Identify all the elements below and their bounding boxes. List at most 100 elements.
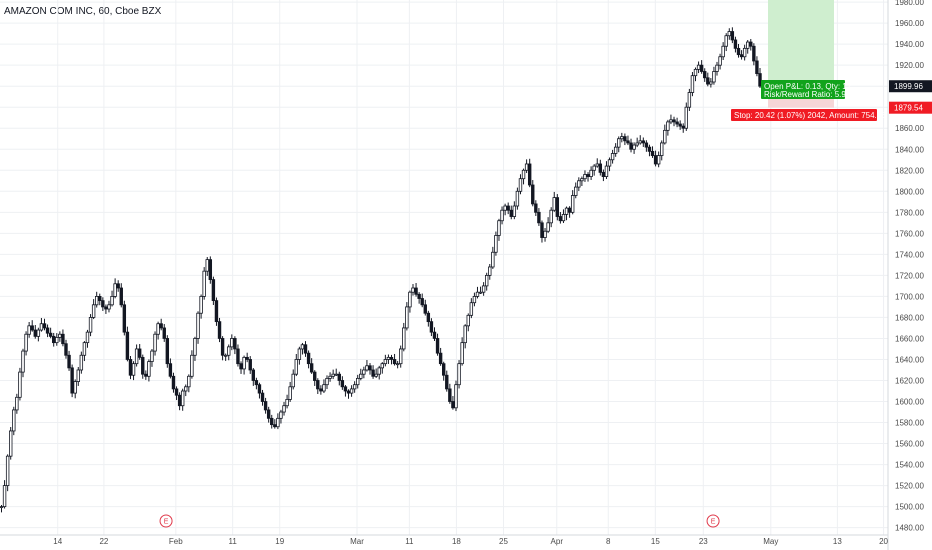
- candle-body: [589, 169, 593, 177]
- candle-body: [199, 296, 203, 314]
- candle-body: [601, 171, 606, 177]
- candle-body: [371, 369, 375, 377]
- candle-body: [134, 348, 139, 365]
- candle-body: [629, 142, 633, 150]
- y-tick-label: 1820.00: [895, 166, 924, 175]
- candle-body: [150, 350, 154, 362]
- target-zone[interactable]: [768, 0, 834, 87]
- candle-body: [230, 338, 234, 348]
- candle-body: [380, 363, 384, 369]
- y-tick-label: 1580.00: [895, 419, 924, 428]
- candle-body: [623, 136, 627, 142]
- stop-badge[interactable]: [731, 109, 877, 121]
- candle-body: [76, 369, 80, 382]
- candle-body: [724, 35, 728, 47]
- candle-body: [414, 287, 418, 295]
- candle-body: [736, 47, 741, 56]
- candle-body: [227, 346, 231, 356]
- candle-body: [119, 287, 123, 306]
- pnl-badge[interactable]: [761, 80, 845, 99]
- candle-body: [273, 424, 277, 428]
- candle-body: [116, 283, 120, 289]
- candle-body: [294, 359, 299, 375]
- candle-body: [279, 411, 283, 419]
- y-tick-label: 1640.00: [895, 355, 924, 364]
- candle-body: [18, 371, 22, 398]
- candle-body: [742, 47, 747, 58]
- x-tick-label: Apr: [551, 537, 564, 546]
- candle-body: [91, 304, 96, 318]
- candle-body: [205, 259, 209, 272]
- candle-body: [248, 359, 252, 371]
- candle-body: [527, 163, 532, 186]
- candle-body: [653, 155, 658, 165]
- earnings-marker[interactable]: E: [159, 514, 173, 528]
- chart-title: AMAZON COM INC, 60, Cboe BZX: [4, 6, 162, 17]
- candle-body: [359, 373, 363, 379]
- candle-body: [546, 222, 550, 232]
- candle-body: [730, 31, 735, 41]
- candle-body: [521, 169, 526, 180]
- time-axis[interactable]: 14 22 Feb 11 19 Mar 11 18 25 Apr 8 15 23 May 13 20: [0, 534, 889, 546]
- y-tick-label: 1980.00: [895, 0, 924, 7]
- candle-body: [214, 300, 219, 323]
- y-tick-label: 1560.00: [895, 440, 924, 449]
- candle-body: [352, 384, 357, 390]
- candle-body: [706, 77, 710, 85]
- candle-body: [82, 342, 87, 356]
- candle-body: [285, 399, 289, 407]
- candle-body: [202, 270, 206, 297]
- candle-body: [500, 209, 504, 222]
- earnings-marker[interactable]: E: [706, 514, 720, 528]
- y-tick-label: 1720.00: [895, 271, 924, 280]
- candle-body: [463, 325, 467, 344]
- candle-body: [309, 363, 314, 373]
- candle-body: [506, 205, 510, 211]
- candle-body: [438, 352, 443, 365]
- candle-body: [540, 222, 544, 238]
- candle-body: [377, 367, 381, 375]
- candle-body: [715, 64, 719, 72]
- candle-body: [177, 394, 182, 407]
- candle-body: [595, 163, 599, 167]
- x-tick-label: 20: [879, 537, 888, 546]
- candle-body: [94, 296, 99, 306]
- candle-body: [509, 209, 513, 217]
- candle-body: [537, 211, 541, 224]
- y-tick-label: 1960.00: [895, 19, 924, 28]
- candle-body: [113, 283, 117, 297]
- candle-body: [9, 430, 13, 457]
- y-tick-label: 1800.00: [895, 187, 924, 196]
- candle-body: [208, 259, 213, 280]
- candle-body: [481, 285, 486, 293]
- y-tick-label: 1500.00: [895, 503, 924, 512]
- candle-body: [690, 75, 695, 93]
- candle-body: [349, 388, 354, 394]
- candle-body: [21, 350, 25, 373]
- candle-body: [669, 119, 673, 123]
- candle-body: [442, 363, 446, 376]
- candle-body: [515, 190, 520, 207]
- grid-lines: [0, 0, 888, 535]
- candle-body: [405, 306, 409, 329]
- candles: [0, 27, 762, 513]
- candle-body: [709, 81, 713, 85]
- candle-body: [758, 73, 762, 87]
- candle-body: [383, 359, 388, 365]
- candle-body: [620, 136, 624, 140]
- candle-body: [15, 396, 19, 411]
- candle-body: [478, 291, 483, 294]
- candle-body: [552, 197, 556, 211]
- candle-body: [617, 138, 621, 148]
- candle-body: [411, 287, 415, 293]
- candle-body: [656, 155, 661, 165]
- candle-body: [39, 323, 44, 331]
- candle-body: [0, 506, 4, 509]
- candle-body: [524, 163, 529, 171]
- price-axis[interactable]: 1480.00 1500.00 1520.00 1540.00 1560.00 1580.…: [887, 0, 932, 550]
- stop-label: Stop: 20.42 (1.07%) 2042, Amount: 754.96: [734, 111, 886, 120]
- candle-body: [70, 367, 74, 394]
